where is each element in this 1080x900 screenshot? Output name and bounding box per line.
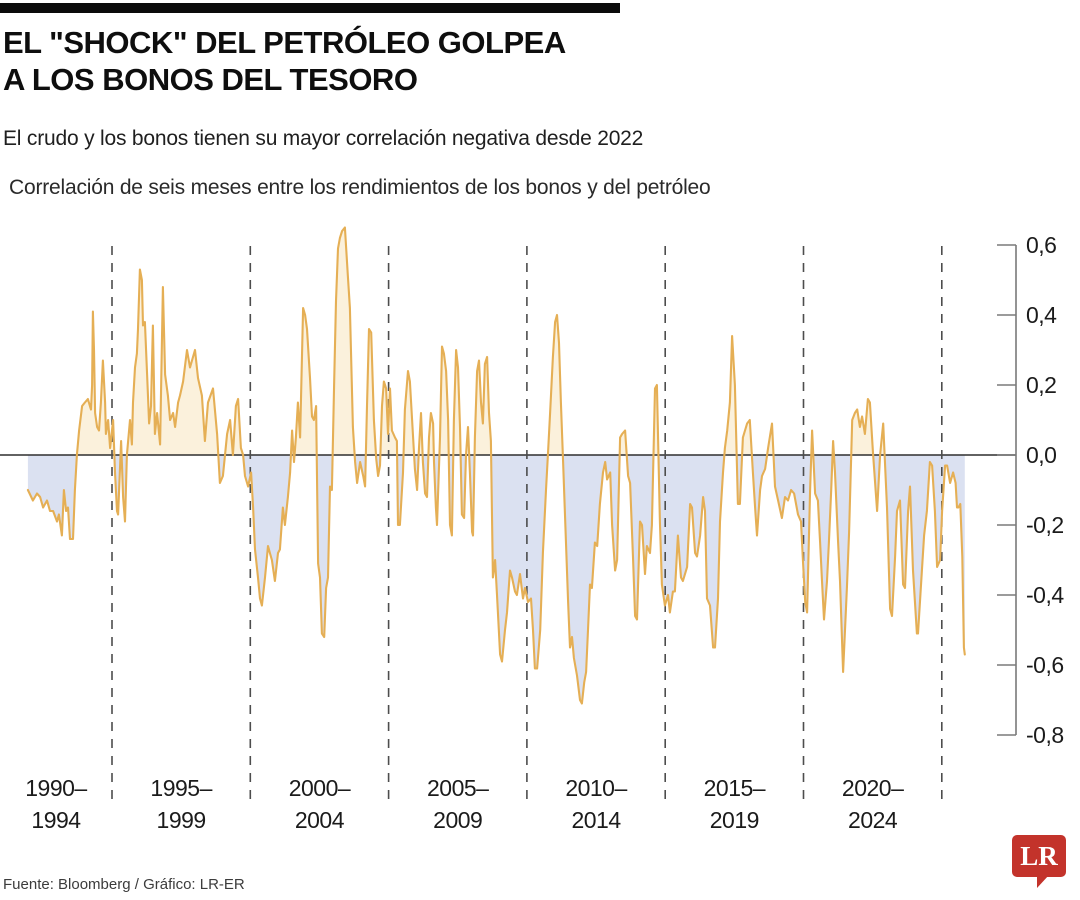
y-tick-label: 0,0 [1026, 442, 1057, 468]
chart-caption: Correlación de seis meses entre los rend… [9, 176, 711, 199]
y-tick-label: -0,4 [1026, 582, 1064, 608]
page-title-line2: A LOS BONOS DEL TESORO [3, 62, 418, 97]
y-tick-label: -0,2 [1026, 512, 1064, 538]
lr-logo: LR [1012, 835, 1066, 877]
source-credit: Fuente: Bloomberg / Gráfico: LR-ER [3, 876, 245, 893]
y-tick-label: 0,6 [1026, 232, 1057, 258]
x-band-label: 2000– 2004 [288, 775, 351, 833]
masthead-bar [0, 3, 620, 13]
y-tick-label: -0,8 [1026, 722, 1064, 748]
y-tick-label: -0,6 [1026, 652, 1064, 678]
y-tick-label: 0,2 [1026, 372, 1057, 398]
lr-logo-tail-icon [1037, 875, 1049, 888]
x-band-label: 2010– 2014 [565, 775, 627, 833]
period-divider-dashed-lines [111, 246, 943, 800]
x-band-label: 1995– 1999 [150, 775, 212, 833]
x-band-label: 2015– 2019 [703, 775, 766, 833]
page-title: EL "SHOCK" DEL PETRÓLEO GOLPEA A LOS BON… [3, 24, 703, 98]
chart-subtitle: El crudo y los bonos tienen su mayor cor… [3, 127, 644, 150]
y-tick-label: 0,4 [1026, 302, 1057, 328]
x-band-label: 1990– 1994 [25, 775, 87, 833]
page-title-line1: EL "SHOCK" DEL PETRÓLEO GOLPEA [3, 25, 566, 60]
x-band-label: 2020– 2024 [841, 775, 904, 833]
negative-area-fill [27, 455, 965, 704]
lr-logo-text: LR [1020, 840, 1058, 871]
y-axis [997, 244, 1017, 736]
correlation-line [26, 226, 966, 705]
x-band-label: 2005– 2009 [427, 775, 489, 833]
